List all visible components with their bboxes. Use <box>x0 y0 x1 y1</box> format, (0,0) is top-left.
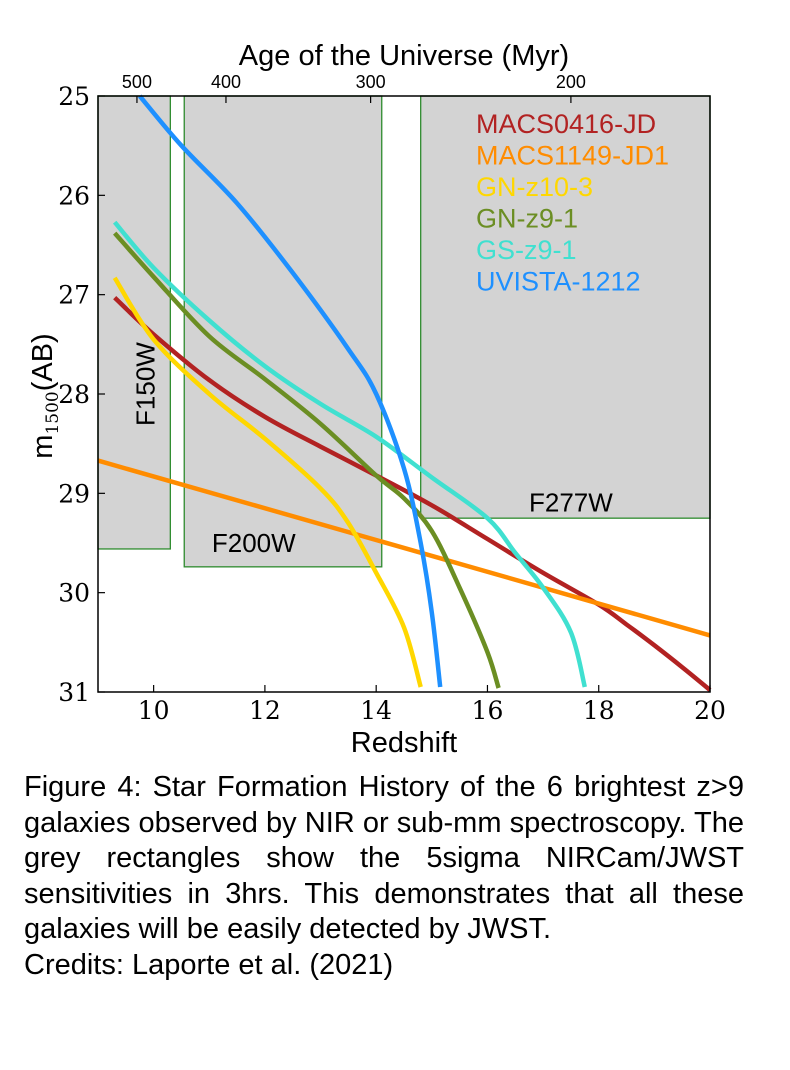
top-tick-label: 500 <box>122 72 152 92</box>
y-tick-label: 28 <box>58 380 90 409</box>
top-tick-label: 300 <box>356 72 386 92</box>
x-tick-label: 12 <box>249 696 281 725</box>
y-axis-title-prefix: m <box>27 435 59 459</box>
sensitivity-region-label-f150w: F150W <box>130 342 160 426</box>
caption-text: Figure 4: Star Formation History of the … <box>24 771 744 945</box>
sensitivity-region-label-f200w: F200W <box>212 528 296 558</box>
y-tick-label: 30 <box>58 579 90 608</box>
y-axis-title-suffix: (AB) <box>27 333 59 391</box>
top-tick-label: 200 <box>556 72 586 92</box>
figure-caption: Figure 4: Star Formation History of the … <box>24 770 744 983</box>
series-line-gs-z9-1 <box>112 220 587 688</box>
legend-entry-uvista-1212: UVISTA-1212 <box>476 267 641 297</box>
y-tick-label: 26 <box>58 181 90 210</box>
x-tick-label: 14 <box>360 696 392 725</box>
series-line-gn-z10-3 <box>112 276 423 688</box>
sensitivity-region-f150w <box>97 95 171 550</box>
y-axis-title: m1500(AB) <box>27 333 63 458</box>
series-line-macs0416-jd <box>113 295 712 692</box>
y-tick-label: 25 <box>58 82 90 111</box>
y-tick-label: 29 <box>58 479 90 508</box>
y-tick-label: 31 <box>58 678 90 707</box>
x-tick-label: 10 <box>138 696 170 725</box>
y-axis-title-subscript: 1500 <box>43 391 63 434</box>
axis-ticks: 10 12 14 16 18 20 25 26 27 28 29 30 31 500 400 300 200 <box>58 72 726 725</box>
series-line-macs1149-jd1 <box>97 458 711 638</box>
y-tick-label: 27 <box>58 281 90 310</box>
legend: MACS0416-JDMACS1149-JD1GN-z10-3GN-z9-1GS… <box>476 109 669 297</box>
redshift-magnitude-chart: F150W F200W F277W 10 12 14 16 18 20 25 26 27 28 29 30… <box>27 40 726 759</box>
x-tick-label: 16 <box>472 696 504 725</box>
sensitivity-region-f200w <box>183 95 383 568</box>
legend-entry-gs-z9-1: GS-z9-1 <box>476 235 577 265</box>
sensitivity-region-label-f277w: F277W <box>529 487 613 517</box>
top-axis-title: Age of the Universe (Myr) <box>239 40 569 72</box>
series-line-gn-z9-1 <box>113 231 501 689</box>
top-tick-label: 400 <box>211 72 241 92</box>
series-line-uvista-1212 <box>137 94 443 688</box>
legend-entry-macs1149-jd1: MACS1149-JD1 <box>476 141 669 171</box>
caption-credits: Credits: Laporte et al. (2021) <box>24 948 394 981</box>
x-axis-title: Redshift <box>351 727 457 759</box>
data-series <box>97 94 712 692</box>
legend-entry-gn-z10-3: GN-z10-3 <box>476 172 593 202</box>
sensitivity-region-labels: F150W F200W F277W <box>130 342 613 558</box>
legend-entry-macs0416-jd: MACS0416-JD <box>476 109 656 139</box>
x-tick-label: 20 <box>694 696 726 725</box>
legend-entry-gn-z9-1: GN-z9-1 <box>476 204 578 234</box>
x-tick-label: 18 <box>583 696 615 725</box>
